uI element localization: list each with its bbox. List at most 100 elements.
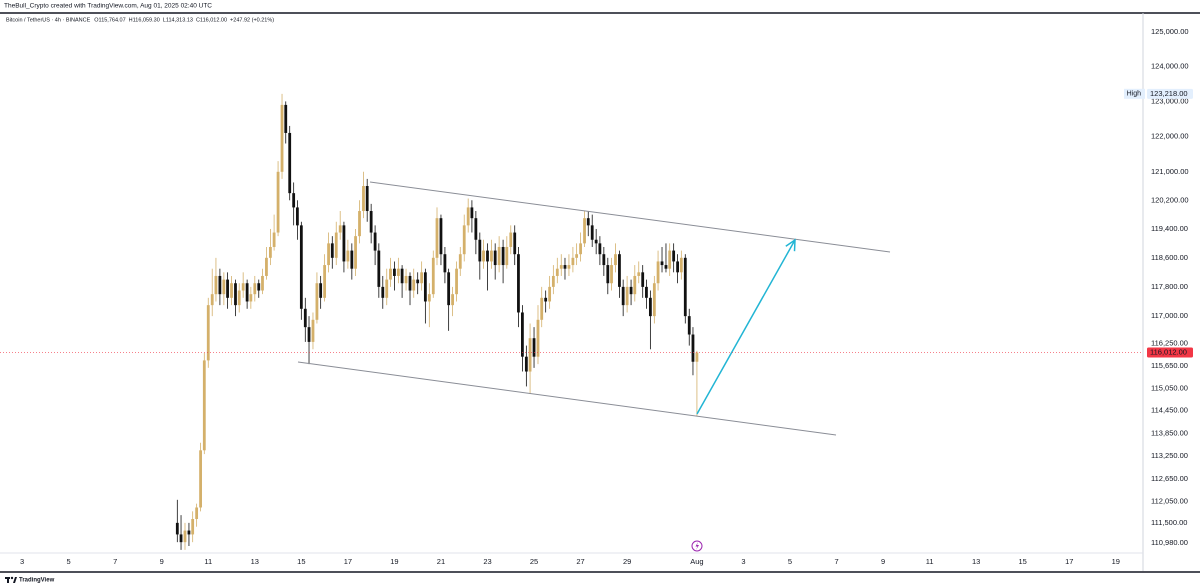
candle-body (648, 297, 652, 317)
candle-body (319, 283, 323, 298)
legend: Bitcoin / TetherUS · 4h · BINANCE O115,7… (6, 17, 274, 23)
projection-arrow (696, 239, 796, 415)
footer-text: TradingView (19, 578, 55, 584)
candle-body (625, 286, 629, 306)
x-tick-label: 7 (113, 557, 117, 566)
y-tick-label: 114,450.00 (1151, 406, 1188, 415)
candle-body (637, 272, 641, 276)
candle-body (551, 275, 555, 287)
footer-logo (5, 576, 17, 583)
candle-body (323, 265, 327, 298)
x-tick-label: 27 (576, 557, 584, 566)
candle-body (583, 218, 586, 244)
y-tick-label: 118,600.00 (1151, 253, 1188, 262)
candle-body (687, 316, 691, 335)
x-tick-label: 23 (483, 557, 491, 566)
candle-body (606, 265, 610, 284)
candle-body (272, 232, 276, 247)
candle-body (641, 272, 645, 287)
candle-body (179, 534, 183, 543)
candle-body (195, 507, 199, 520)
candle-body (299, 225, 303, 309)
candle-body (645, 286, 648, 298)
candle-body (521, 312, 524, 357)
x-tick-label: 19 (390, 557, 398, 566)
candle-body (656, 261, 660, 284)
candle-body (513, 232, 517, 255)
candle-body (586, 218, 590, 226)
ohlc-label: C116,012.00 (196, 17, 227, 23)
x-tick-label: 17 (344, 557, 352, 566)
candle-body (358, 211, 361, 237)
candle-body (423, 272, 427, 302)
candle-body (672, 250, 676, 262)
candle-body (447, 272, 451, 306)
candle-body (183, 530, 187, 543)
ohlc-label: L114,313.13 (163, 17, 193, 23)
x-tick-label: 5 (788, 557, 792, 566)
candle-body (396, 268, 400, 276)
candle-body (245, 283, 249, 302)
candle-body (218, 275, 222, 295)
candle-body (532, 338, 536, 357)
logo-part (13, 577, 17, 583)
candle-body (330, 243, 334, 258)
x-tick-label: 25 (530, 557, 538, 566)
candle-body (559, 265, 563, 269)
candle-body (458, 254, 462, 269)
candle-body (202, 360, 206, 451)
candle-body (590, 225, 594, 240)
candle-body (276, 171, 280, 233)
x-tick-label: 3 (741, 557, 745, 566)
y-tick-label: 115,050.00 (1151, 383, 1188, 392)
candle-body (486, 250, 489, 262)
candle-body (427, 294, 431, 302)
x-tick-label: 29 (623, 557, 631, 566)
candle-body (284, 104, 288, 133)
candle-body (478, 239, 482, 262)
candle-body (439, 218, 443, 255)
candle-body (664, 265, 668, 269)
candle-body (412, 279, 416, 291)
x-tick-label: 13 (251, 557, 259, 566)
channel-lower (297, 361, 837, 436)
candle-body (509, 232, 513, 247)
candle-body (354, 236, 357, 269)
y-tick-label: 124,000.00 (1151, 62, 1189, 71)
x-tick-label: 5 (67, 557, 71, 566)
candle-body (381, 286, 385, 298)
candle-body (618, 254, 621, 287)
y-tick-label: 117,000.00 (1151, 311, 1188, 320)
candle-body (420, 272, 424, 284)
ohlc-label: O115,764.07 (94, 17, 125, 23)
candle-body (210, 294, 214, 306)
candle-body (226, 279, 229, 298)
candle-body (594, 239, 598, 244)
x-tick-label: 19 (1112, 557, 1120, 566)
x-tick-label: 7 (834, 557, 838, 566)
candle-body (265, 257, 268, 276)
candle-body (187, 530, 191, 535)
candle-body (295, 207, 299, 226)
y-tick-label: 115,650.00 (1151, 361, 1188, 370)
candle-body (528, 338, 532, 372)
candle-body (257, 283, 261, 291)
candle-body (338, 225, 342, 233)
candle-body (377, 250, 381, 287)
candle-body (683, 257, 687, 317)
candle-body (660, 261, 664, 266)
y-tick-label: 119,400.00 (1151, 224, 1188, 233)
x-tick-label: 15 (1019, 557, 1027, 566)
candle-body (536, 319, 540, 357)
candle-body (548, 286, 552, 302)
candle-body (327, 243, 330, 266)
candle-body (206, 305, 210, 361)
candle-body (307, 327, 311, 342)
candle-body (230, 283, 233, 298)
plot (175, 93, 699, 550)
candle-body (571, 257, 575, 266)
candle-body (303, 308, 307, 328)
candle-body (191, 519, 195, 535)
